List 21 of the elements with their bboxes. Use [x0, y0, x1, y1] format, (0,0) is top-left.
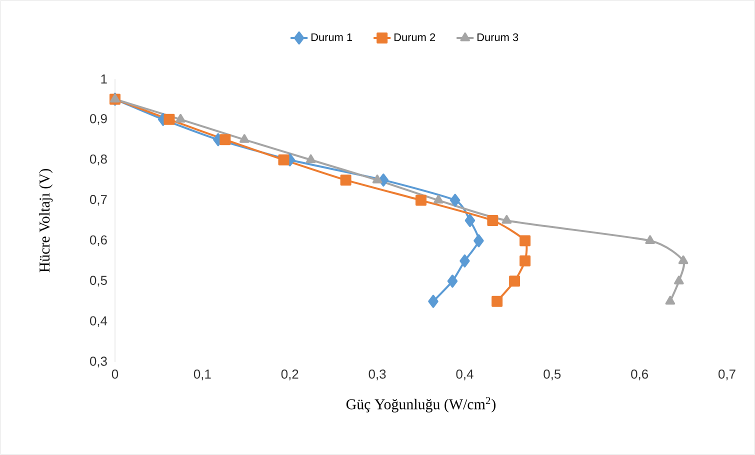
x-tick-label: 0,1	[194, 370, 211, 380]
x-tick-label: 0,7	[718, 370, 736, 380]
y-tick-label: 1	[101, 74, 107, 84]
legend-label: Durum 1	[311, 33, 352, 42]
y-tick-label: 0,3	[90, 356, 107, 368]
x-tick-label: 0,6	[631, 370, 648, 380]
y-tick-label: 0,5	[90, 276, 107, 286]
legend-label: Durum 2	[394, 33, 436, 42]
y-axis-title: Hücre Voltajı (V)	[39, 169, 53, 272]
x-tick-label: 0,4	[456, 370, 474, 380]
y-tick-label: 0,4	[90, 316, 108, 327]
x-tick-label: 0,5	[544, 370, 561, 380]
y-tick-label: 0,7	[90, 194, 107, 206]
x-tick-label: 0	[112, 370, 118, 379]
y-tick-label: 0,6	[90, 235, 107, 246]
y-tick-label: 0,8	[90, 154, 107, 166]
x-axis-title: Güç Yoğunluğu (W/cm$^{2}$)	[346, 397, 496, 412]
x-tick-label: 0,2	[281, 370, 298, 380]
legend-label: Durum 3	[478, 33, 518, 42]
y-tick-label: 0,9	[90, 114, 107, 125]
x-tick-label: 0,3	[368, 370, 386, 380]
